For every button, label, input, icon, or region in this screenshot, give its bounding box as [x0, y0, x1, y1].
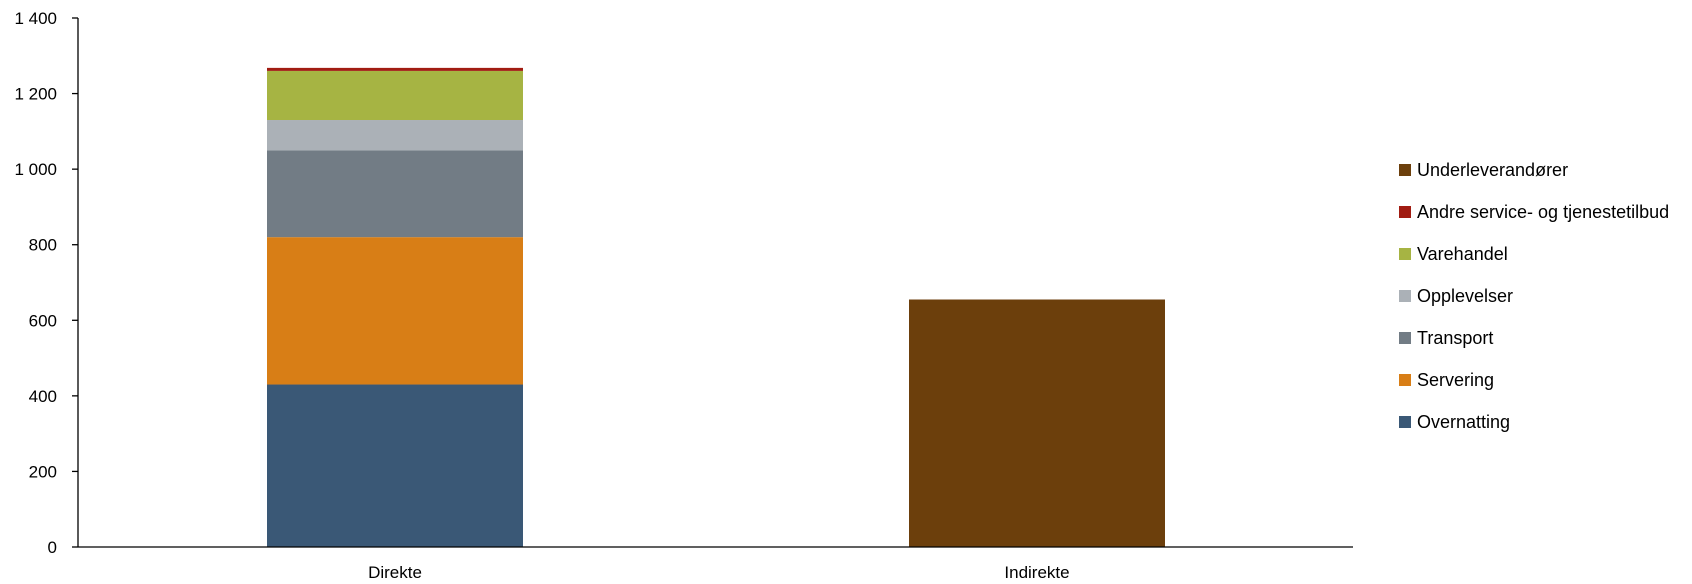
legend-label: Transport [1417, 328, 1493, 348]
y-tick-label: 1 400 [14, 9, 57, 28]
legend-swatch [1399, 332, 1411, 344]
bar-segment-opplevelser-direkte [267, 120, 523, 151]
legend: Underleverandører Andre service- og tjene… [1399, 160, 1669, 432]
y-tick-label: 400 [29, 387, 57, 406]
y-tick-label: 1 200 [14, 85, 57, 104]
bar-segment-servering-direkte [267, 237, 523, 385]
x-category-label: Direkte [368, 563, 422, 582]
bar-segment-transport-direkte [267, 150, 523, 238]
legend-label: Overnatting [1417, 412, 1510, 432]
y-tick-label: 600 [29, 311, 57, 330]
legend-label: Opplevelser [1417, 286, 1513, 306]
legend-swatch [1399, 164, 1411, 176]
legend-swatch [1399, 416, 1411, 428]
bar-segment-andre-service-og-tjenestetilbud-direkte [267, 67, 523, 71]
legend-label: Andre service- og tjenestetilbud [1417, 202, 1669, 222]
legend-swatch [1399, 374, 1411, 386]
legend-label: Servering [1417, 370, 1494, 390]
bar-segment-underleverandører-indirekte [909, 299, 1165, 547]
y-tick-label: 0 [48, 538, 57, 557]
bar-segment-varehandel-direkte [267, 70, 523, 121]
y-tick-label: 200 [29, 462, 57, 481]
bars-layer [267, 67, 1165, 547]
legend-swatch [1399, 206, 1411, 218]
legend-swatch [1399, 290, 1411, 302]
x-category-label: Indirekte [1004, 563, 1069, 582]
y-tick-label: 1 000 [14, 160, 57, 179]
legend-swatch [1399, 248, 1411, 260]
legend-label: Underleverandører [1417, 160, 1568, 180]
legend-label: Varehandel [1417, 244, 1508, 264]
axes-layer: 0 200 400 600 800 1 000 1 200 1 400 Direkte Indir… [14, 9, 1353, 582]
y-tick-label: 800 [29, 236, 57, 255]
bar-segment-overnatting-direkte [267, 384, 523, 547]
